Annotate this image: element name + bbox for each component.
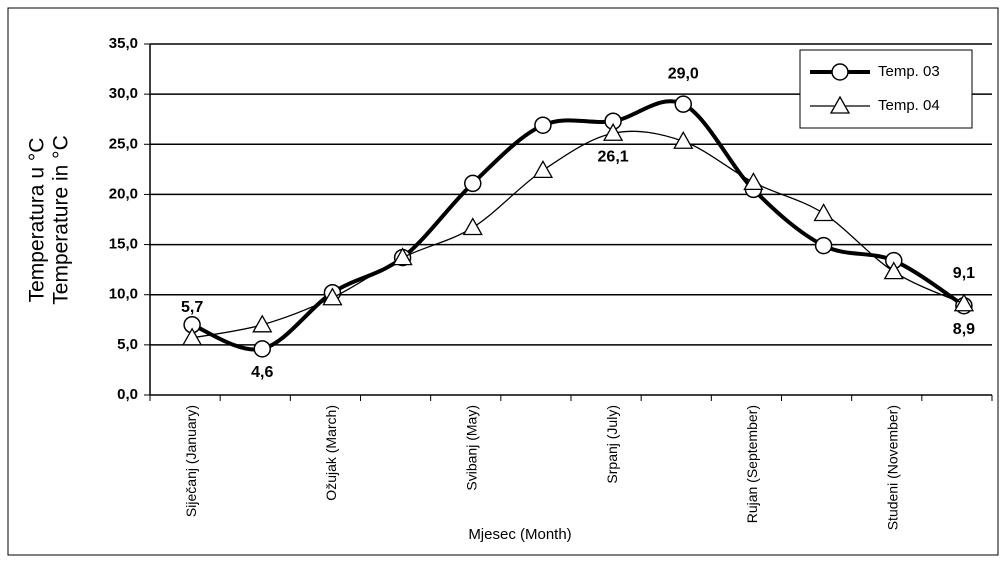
point — [322, 287, 343, 306]
x-tick-label: Srpanj (July) — [604, 405, 620, 484]
x-tick-label: Studeni (November) — [884, 405, 900, 530]
y-tick-label: 35,0 — [109, 35, 138, 52]
data-label: 4,6 — [251, 364, 273, 381]
x-tick-label: Rujan (September) — [744, 405, 760, 523]
legend-label: Temp. 04 — [878, 97, 940, 114]
point — [602, 122, 624, 141]
x-axis-title: Mjesec (Month) — [468, 526, 571, 543]
point — [883, 261, 904, 280]
y-tick-label: 25,0 — [109, 135, 138, 152]
point — [534, 116, 552, 134]
point — [813, 203, 834, 222]
point — [253, 340, 272, 358]
legend-marker — [831, 63, 849, 81]
point — [814, 236, 833, 255]
x-tick-label: Ožujak (March) — [323, 405, 339, 501]
y-tick-label: 20,0 — [109, 185, 138, 202]
legend-marker — [829, 95, 851, 114]
legend-box — [799, 49, 973, 129]
frame — [7, 7, 999, 556]
series-line — [191, 130, 965, 339]
point — [464, 174, 482, 193]
series-line — [191, 99, 966, 352]
y-tick-label: 5,0 — [117, 336, 138, 353]
point — [674, 95, 693, 113]
x-tick-label: Svibanj (May) — [463, 405, 479, 491]
point — [252, 314, 273, 333]
data-label: 29,0 — [668, 65, 699, 82]
legend-label: Temp. 03 — [878, 63, 940, 80]
y-axis-title: Temperature in °C — [50, 135, 73, 304]
y-tick-label: 10,0 — [109, 286, 138, 303]
y-tick-label: 30,0 — [109, 85, 138, 102]
point — [392, 247, 413, 266]
point — [673, 130, 694, 149]
point — [462, 217, 483, 236]
data-label: 5,7 — [181, 299, 203, 316]
data-label: 8,9 — [953, 321, 975, 338]
point — [953, 293, 975, 312]
y-tick-label: 15,0 — [109, 236, 138, 253]
x-tick-label: Siječanj (January) — [183, 405, 199, 517]
data-label: 9,1 — [953, 265, 975, 282]
y-tick-label: 0,0 — [117, 386, 138, 403]
data-label: 26,1 — [598, 148, 629, 165]
point — [743, 172, 764, 191]
y-axis-title: Temperatura u °C — [26, 138, 49, 303]
point — [532, 160, 554, 179]
point — [181, 327, 203, 346]
